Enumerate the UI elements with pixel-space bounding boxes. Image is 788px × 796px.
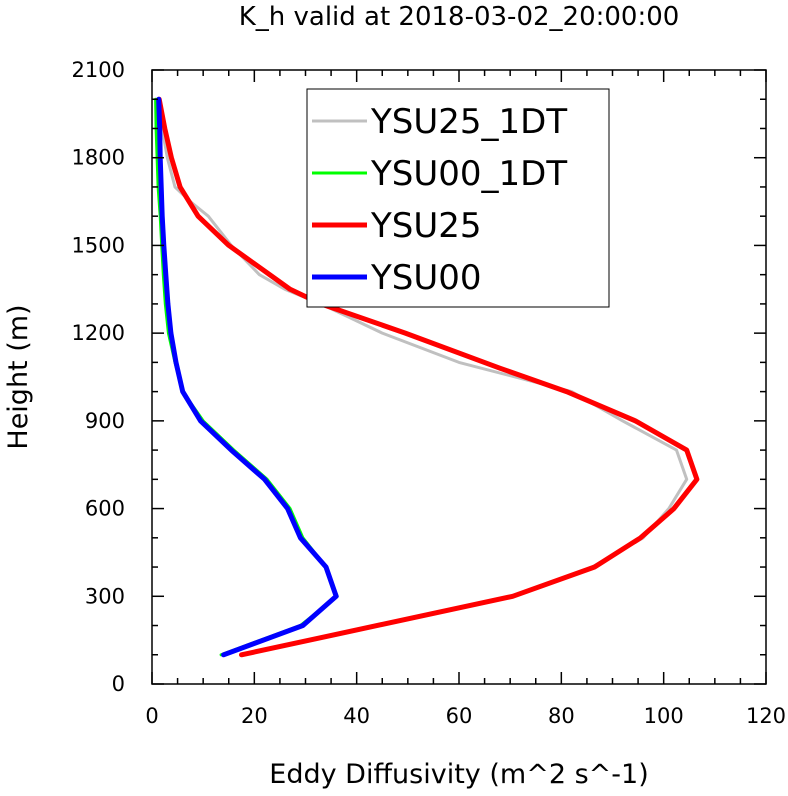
- legend-label-4: YSU00: [370, 258, 482, 298]
- x-tick-label: 20: [241, 704, 268, 728]
- series-line-4: [156, 96, 339, 658]
- series-line-3: [156, 96, 700, 658]
- x-tick-label: 0: [145, 704, 158, 728]
- plot-lines: [154, 96, 700, 658]
- y-tick-label: 1500: [72, 233, 125, 257]
- x-axis-label: Eddy Diffusivity (m^2 s^-1): [269, 759, 648, 790]
- y-tick-label: 900: [85, 409, 125, 433]
- y-axis-label: Height (m): [3, 304, 34, 449]
- y-tick-label: 2100: [72, 58, 125, 82]
- y-tick-label: 300: [85, 584, 125, 608]
- x-tick-label: 100: [644, 704, 684, 728]
- tick-labels: 0 20 40 60 80 100 1200300600900120015001800210…: [72, 58, 787, 728]
- legend-label-2: YSU00_1DT: [370, 154, 567, 194]
- y-tick-label: 0: [112, 672, 125, 696]
- x-tick-label: 120: [746, 704, 786, 728]
- legend-label-3: YSU25: [370, 206, 482, 246]
- legend-label-1: YSU25_1DT: [370, 102, 567, 142]
- legend-box: [306, 88, 610, 308]
- y-tick-label: 1800: [72, 146, 125, 170]
- chart-title: K_h valid at 2018-03-02_20:00:00: [239, 2, 680, 32]
- x-tick-label: 60: [446, 704, 473, 728]
- x-tick-label: 80: [548, 704, 575, 728]
- legend: YSU25_1DT YSU00_1DT YSU25 YSU00: [306, 88, 610, 308]
- axis-ticks: [151, 69, 767, 685]
- x-tick-label: 40: [343, 704, 370, 728]
- y-tick-label: 600: [85, 497, 125, 521]
- y-tick-label: 1200: [72, 321, 125, 345]
